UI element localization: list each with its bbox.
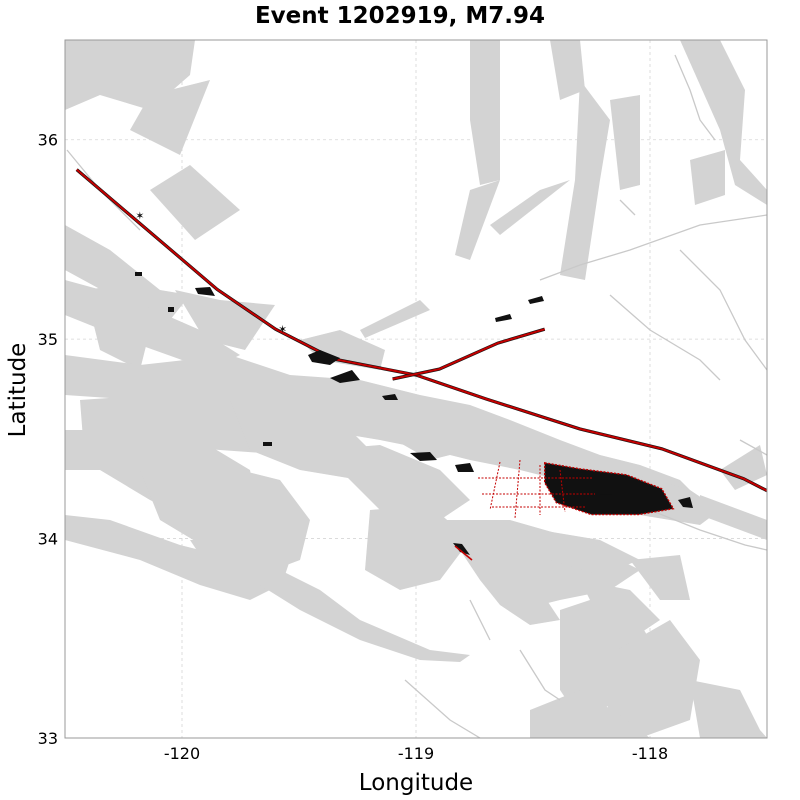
rupture-fragment	[453, 543, 470, 555]
fault-band	[690, 680, 767, 738]
fault-band	[455, 180, 500, 260]
x-tick-label: -118	[632, 744, 668, 763]
rupture-fragment-red	[454, 545, 473, 561]
rupture-fragment	[528, 296, 544, 304]
fault-trace	[404, 679, 481, 738]
map-title: Event 1202919, M7.94	[255, 3, 545, 29]
fault-trace	[649, 509, 767, 551]
fault-bands-layer	[65, 40, 767, 738]
y-axis-ticks: 33 34 35 36	[38, 131, 58, 748]
y-tick-label: 35	[38, 330, 58, 349]
fault-trace	[539, 214, 767, 281]
rupture-fragment	[678, 497, 693, 508]
rupture-fragment	[135, 272, 142, 276]
fault-band	[320, 445, 470, 520]
fault-trace	[739, 439, 767, 456]
fault-band	[395, 415, 470, 460]
x-axis-label: Longitude	[359, 770, 473, 796]
rupture-fragment	[495, 314, 512, 322]
fault-band	[65, 225, 190, 320]
fault-trace	[66, 149, 141, 231]
fault-band	[690, 150, 725, 205]
fault-trace	[619, 199, 636, 216]
fault-band	[150, 165, 240, 240]
x-axis-ticks: -120 -119 -118	[164, 744, 668, 763]
fault-band	[260, 560, 470, 662]
rupture-fragment	[410, 452, 437, 461]
x-tick-label: -119	[398, 744, 434, 763]
fault-band	[65, 355, 700, 520]
hypocenter-markers: ✶✶	[135, 209, 287, 336]
fault-trace	[609, 294, 721, 381]
fault-band	[85, 285, 150, 370]
plot-frame	[64, 39, 768, 739]
fault-band	[480, 580, 560, 625]
fault-trace	[679, 249, 767, 371]
fault-band	[470, 40, 500, 185]
fault-band	[300, 330, 385, 370]
fault-band	[490, 180, 570, 235]
fault-band	[365, 505, 470, 590]
hypocenter-star-icon: ✶	[278, 323, 287, 336]
y-tick-label: 36	[38, 131, 58, 150]
fault-band	[130, 80, 210, 155]
fault-band	[140, 460, 310, 575]
fault-band	[530, 690, 650, 738]
branch-rupture-trace	[392, 328, 545, 380]
fault-traces-layer	[66, 54, 767, 738]
y-axis-label: Latitude	[5, 343, 31, 438]
rupture-fragment	[455, 463, 474, 472]
rupture-patch-grid	[478, 459, 595, 519]
hypocenter-star-icon: ✶	[135, 209, 144, 222]
y-tick-label: 34	[38, 530, 58, 549]
rupture-fragment	[330, 370, 360, 383]
rupture-fragment	[168, 307, 174, 312]
rupture-layer: ✶✶	[75, 168, 767, 561]
fault-trace	[674, 54, 716, 141]
rupture-fragment	[308, 350, 340, 365]
fault-band	[175, 290, 275, 350]
rupture-fragment	[600, 494, 612, 500]
fault-trace	[469, 599, 491, 641]
fault-band	[550, 40, 585, 100]
fault-trace	[519, 649, 561, 701]
rupture-patch	[544, 461, 675, 516]
fault-band	[360, 300, 430, 338]
fault-band	[600, 620, 700, 738]
rupture-fragment	[263, 442, 272, 446]
fault-band	[610, 95, 640, 190]
fault-band	[630, 555, 690, 600]
fault-band	[720, 445, 767, 490]
rupture-fragment	[382, 394, 398, 400]
fault-band	[560, 80, 610, 280]
fault-band	[700, 495, 767, 540]
fault-band	[680, 40, 767, 205]
fault-band	[540, 530, 640, 575]
y-tick-label: 33	[38, 729, 58, 748]
rupture-fragment	[195, 287, 215, 296]
fault-band	[560, 590, 650, 720]
x-tick-label: -120	[164, 744, 200, 763]
